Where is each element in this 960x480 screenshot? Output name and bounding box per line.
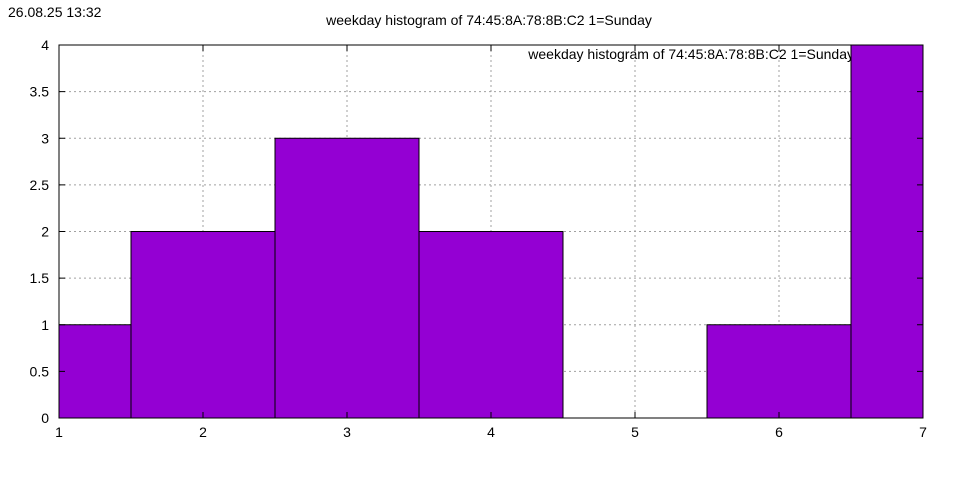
x-tick-label: 7 xyxy=(919,424,927,440)
x-tick-label: 4 xyxy=(487,424,495,440)
legend-entry: weekday histogram of 74:45:8A:78:8B:C2 1… xyxy=(528,46,854,62)
x-tick-label: 3 xyxy=(343,424,351,440)
x-tick-label: 5 xyxy=(631,424,639,440)
axis-ticks xyxy=(58,44,924,419)
chart-title: weekday histogram of 74:45:8A:78:8B:C2 1… xyxy=(326,12,652,28)
bars xyxy=(58,44,924,419)
y-tick-label: 0.5 xyxy=(30,363,50,379)
y-tick-label: 2.5 xyxy=(30,177,50,193)
x-tick-labels: 1 2 3 4 5 6 7 xyxy=(55,424,927,440)
bar-weekday-4 xyxy=(418,231,564,419)
y-tick-label: 4 xyxy=(41,37,49,53)
bar-weekday-1 xyxy=(58,324,132,419)
y-tick-label: 0 xyxy=(41,410,49,426)
y-tick-label: 3.5 xyxy=(30,84,50,100)
timestamp: 26.08.25 13:32 xyxy=(8,4,102,20)
x-tick-label: 6 xyxy=(775,424,783,440)
bar-weekday-7 xyxy=(850,44,924,419)
x-tick-label: 1 xyxy=(55,424,63,440)
y-tick-label: 1 xyxy=(41,317,49,333)
bar-weekday-6 xyxy=(706,324,852,419)
y-tick-label: 3 xyxy=(41,130,49,146)
y-tick-labels: 0 0.5 1 1.5 2 2.5 3 3.5 4 xyxy=(30,37,50,426)
bar-weekday-3 xyxy=(274,137,420,419)
bar-weekday-2 xyxy=(130,231,276,419)
y-tick-label: 2 xyxy=(41,224,49,240)
y-tick-label: 1.5 xyxy=(30,270,50,286)
x-tick-label: 2 xyxy=(199,424,207,440)
